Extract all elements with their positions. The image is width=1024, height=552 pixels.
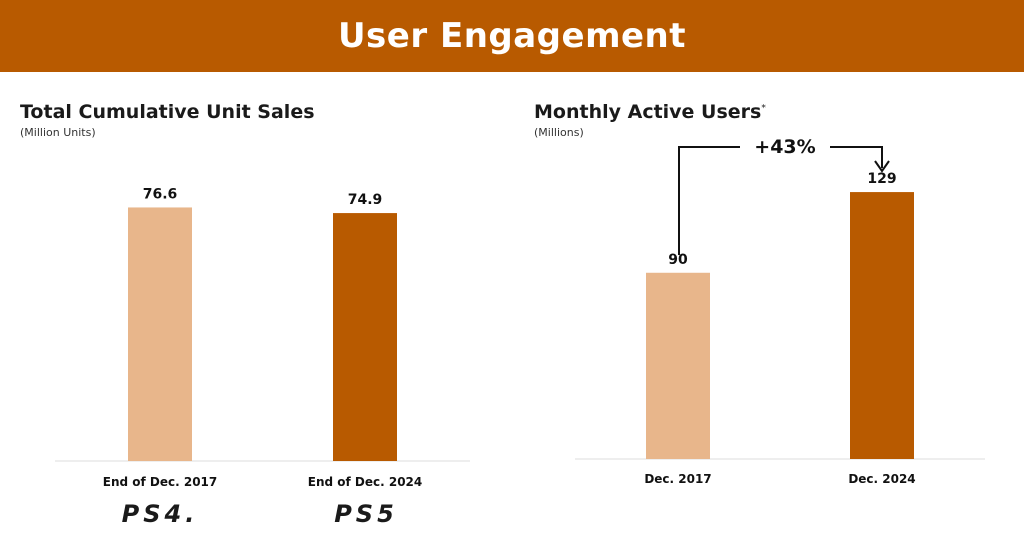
- page-title: User Engagement: [337, 16, 687, 56]
- bar: [333, 213, 397, 461]
- bar-value-label: 90: [668, 252, 688, 268]
- footnote-marker: *: [761, 103, 766, 114]
- right-panel-subtitle: (Millions): [534, 126, 584, 139]
- bar: [128, 207, 192, 461]
- monthly-active-users-chart: 90 Dec. 2017 129 Dec. 2024: [575, 171, 985, 486]
- ps5-logo: PS5: [334, 500, 398, 528]
- left-panel-title: Total Cumulative Unit Sales: [20, 101, 315, 123]
- right-panel-title-wrap: Monthly Active Users*: [534, 101, 766, 123]
- growth-label: +43%: [754, 136, 815, 158]
- bar-value-label: 74.9: [348, 192, 383, 208]
- annotation-line-left: [678, 146, 740, 255]
- ps4-logo: PS4.: [122, 500, 199, 528]
- category-label: End of Dec. 2024: [308, 475, 423, 489]
- bar-value-label: 129: [867, 171, 896, 187]
- growth-annotation: +43%: [678, 136, 890, 255]
- annotation-line-right: [830, 146, 883, 168]
- category-label: End of Dec. 2017: [103, 475, 218, 489]
- category-label: Dec. 2024: [848, 472, 915, 486]
- left-panel-subtitle: (Million Units): [20, 126, 96, 139]
- title-banner: User Engagement: [0, 0, 1024, 72]
- right-panel-title: Monthly Active Users: [534, 101, 762, 123]
- bar: [850, 192, 914, 459]
- bar-value-label: 76.6: [143, 186, 178, 202]
- annotation-arrowhead: [874, 160, 890, 173]
- unit-sales-chart: 76.6 End of Dec. 2017 74.9 End of Dec. 2024: [55, 186, 470, 489]
- bar: [646, 272, 710, 459]
- category-label: Dec. 2017: [644, 472, 711, 486]
